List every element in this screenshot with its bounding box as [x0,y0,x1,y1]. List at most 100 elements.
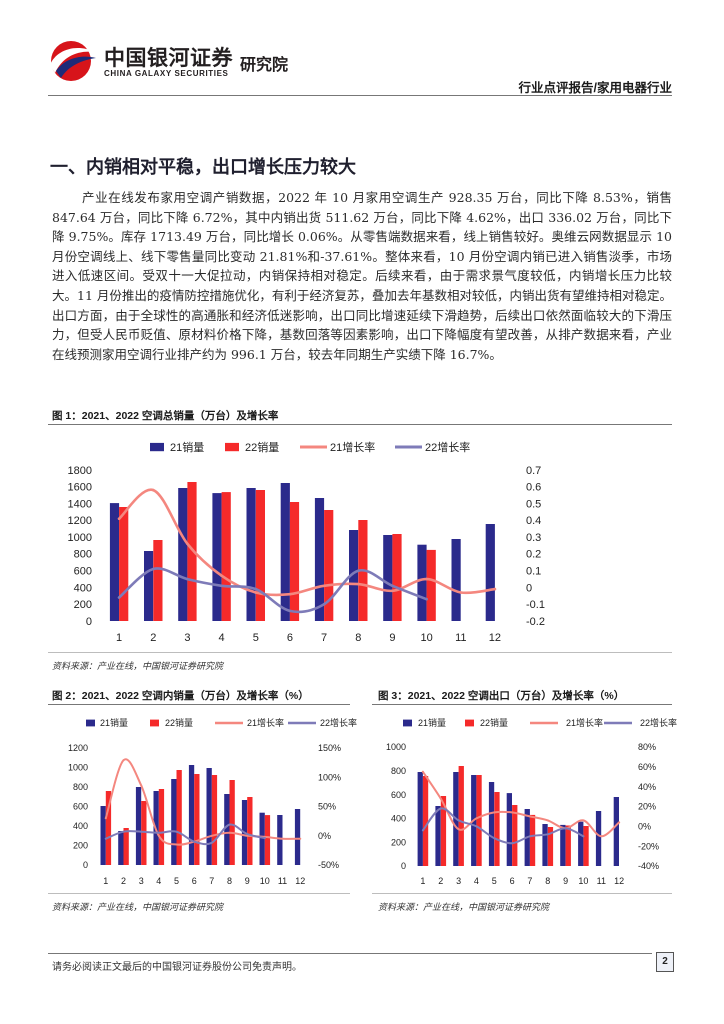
chart1-x-axis-tick-label: 5 [253,632,259,644]
figure-2-source: 资料来源：产业在线，中国银河证券研究院 [52,903,224,913]
chart3-right-axis-tick-label: 40% [638,782,656,792]
chart2-point-series3-m12 [299,837,302,840]
chart3-point-series4-m9 [564,827,567,830]
chart2-right-axis-tick-label: 100% [318,772,341,782]
chart1-left-axis-tick-label: 0 [86,616,92,628]
chart1-legend-marker-series2 [225,442,239,452]
chart3-right-axis-tick-label: -40% [638,861,659,871]
chart1-legend-label-series1: 21销量 [170,440,204,454]
chart3-legend-label-series2: 22销量 [480,717,508,728]
chart3-left-axis-tick-label: 200 [391,837,406,847]
chart1-right-axis-tick-label: 0.3 [526,532,541,544]
chart3-x-axis-tick-label: 3 [456,876,461,886]
chart1-x-axis-tick-label: 1 [116,632,122,644]
chart3-bar-series2-m6 [512,805,518,866]
chart3-bar-series1-m5 [488,782,495,866]
chart1-x-axis-tick-label: 10 [420,632,432,644]
chart1-left-axis-tick-label: 800 [74,549,92,561]
footer-disclaimer: 请务必阅读正文最后的中国银河证券股份公司免责声明。 [52,962,302,973]
chart1-bar-series1-m6 [280,483,290,621]
chart2-x-axis-tick-label: 4 [156,876,161,886]
chart2-left-axis-tick-label: 200 [73,841,88,851]
chart2-point-series4-m3 [140,830,143,833]
chart3-legend-label-series3: 21增长率 [566,717,603,728]
chart3-x-axis-tick-label: 8 [545,876,550,886]
chart2-point-series3-m9 [246,834,249,837]
chart1-point-series4-m10 [425,597,428,601]
chart1-legend-marker-series1 [150,442,164,452]
chart3-point-series3-m1 [421,770,424,773]
chart1-point-series3-m5 [254,591,258,594]
chart1-bar-series1-m12 [485,524,495,621]
chart3-bar-series1-m6 [506,793,512,866]
logo-company-name-en: CHINA GALAXY SECURITIES [104,69,229,78]
chart3-line-series4 [421,807,585,845]
chart1-bar-series1-m5 [246,488,256,621]
chart1-point-series4-m8 [357,569,360,572]
figure-2-source-divider [48,893,350,894]
chart2-x-axis-tick-label: 10 [260,876,270,886]
chart3-bar-series2-m4 [476,775,482,866]
chart1-point-series3-m9 [391,589,394,593]
chart3-x-axis-tick-label: 11 [597,876,606,886]
chart3-point-series4-m6 [511,842,514,845]
chart3-point-series3-m2 [439,797,442,800]
chart2-point-series4-m2 [122,830,125,833]
figure-1-caption: 图 1：2021、2022 空调总销量（万台）及增长率 [52,410,279,422]
figure-3-chart-svg: 0 200 400 600 800 1000 -40% -20% 0% 20% 40% 60% 80% 1… [386,717,677,886]
chart2-bar-series2-m2 [123,828,129,865]
chart3-legend-label-series4: 22增长率 [640,717,677,728]
chart3-bar-series1-m12 [613,797,619,866]
figure-1-source: 资料来源：产业在线，中国银河证券研究院 [52,662,224,672]
chart2-right-axis-tick-label: -50% [318,860,339,870]
chart1-x-axis-tick-label: 12 [489,632,501,644]
chart3-point-series3-m10 [582,819,585,822]
chart1-bar-series1-m3 [178,488,188,621]
chart3-point-series4-m4 [475,825,478,828]
chart3-bar-series1-m10 [578,821,584,866]
chart3-left-axis-tick-label: 1000 [386,742,406,752]
chart1-point-series3-m4 [220,574,223,577]
chart3-x-axis-tick-label: 7 [527,876,532,886]
chart2-bar-series2-m7 [211,775,218,865]
chart1-bar-series1-m8 [349,530,359,621]
chart1-bar-series1-m4 [212,493,222,621]
chart2-bar-series1-m11 [277,815,283,865]
chart1-x-axis-tick-label: 7 [321,632,327,644]
chart1-right-axis-tick-label: 0.5 [526,498,541,510]
chart1-right-axis-tick-label: 0.7 [526,465,541,477]
figure-1-chart-svg: 0 200 400 600 800 1000 1200 1400 1600 1800 -0.2 -0.… [68,440,545,644]
chart1-bar-series1-m7 [314,498,325,621]
chart2-bar-series2-m3 [141,801,147,865]
chart1-right-axis-tick-label: 0.1 [526,566,541,578]
chart1-point-series3-m8 [357,582,360,586]
chart3-bar-series2-m3 [458,766,464,866]
chart2-point-series4-m5 [175,830,178,833]
chart3-point-series4-m1 [421,829,424,832]
chart2-line-series3 [104,758,302,846]
chart2-point-series4-m4 [157,831,160,834]
chart1-x-axis-tick-label: 11 [455,632,466,644]
chart1-right-axis-tick-label: -0.2 [526,616,545,628]
chart1-bar-series2-m1 [119,507,129,621]
chart3-left-axis-tick-label: 600 [391,790,406,800]
chart2-x-axis-tick-label: 8 [227,876,232,886]
chart2-legend-label-series1: 21销量 [100,717,128,728]
chart2-x-axis-tick-label: 3 [139,876,144,886]
chart2-bar-series1-m5 [171,779,177,865]
logo-institute-label: 研究院 [240,57,289,74]
chart3-bar-series2-m1 [422,776,429,866]
chart2-point-series3-m5 [175,843,178,846]
chart3-right-axis-tick-label: -20% [638,841,659,851]
chart2-point-series4-m8 [228,823,231,826]
chart1-point-series3-m7 [322,584,326,588]
chart2-point-series3-m7 [210,834,213,837]
chart1-left-axis-tick-label: 200 [74,599,92,611]
chart2-bar-series2-m6 [194,774,200,865]
page-number: 2 [656,952,674,972]
chart1-left-axis-tick-label: 1600 [68,482,92,494]
chart3-bar-series1-m9 [560,824,566,866]
chart3-x-axis-tick-label: 6 [510,876,515,886]
chart1-x-axis-tick-label: 9 [389,632,395,644]
